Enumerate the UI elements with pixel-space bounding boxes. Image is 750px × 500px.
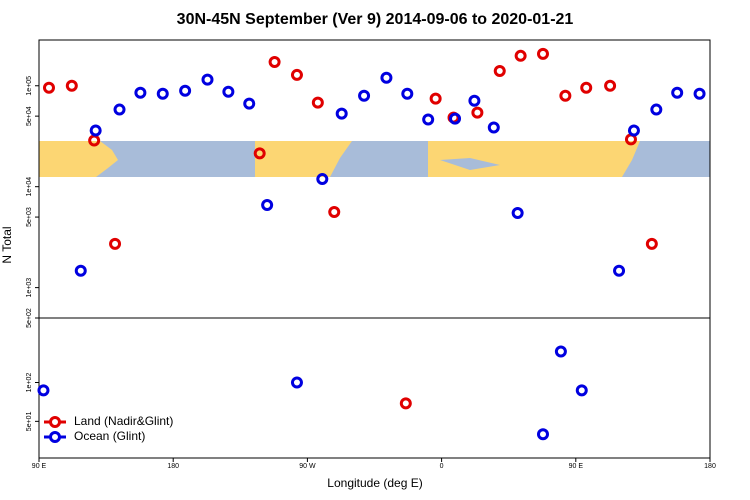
point <box>253 147 266 160</box>
point <box>536 47 549 60</box>
x-tick-label: 90 W <box>299 463 316 470</box>
point <box>399 397 412 410</box>
point <box>89 124 102 137</box>
point <box>74 264 87 277</box>
y-tick-label: 1e+03 <box>26 278 33 298</box>
x-axis-label: Longitude (deg E) <box>327 476 422 490</box>
point <box>429 92 442 105</box>
point <box>358 89 371 102</box>
point <box>511 207 524 220</box>
point <box>222 85 235 98</box>
point <box>559 89 572 102</box>
point <box>88 134 101 147</box>
y-tick-label: 1e+02 <box>26 373 33 393</box>
point <box>261 199 274 212</box>
point <box>487 121 500 134</box>
legend-marker <box>49 431 61 443</box>
map-band <box>39 141 710 177</box>
point <box>134 86 147 99</box>
point <box>536 428 549 441</box>
point <box>37 384 50 397</box>
point <box>471 106 484 119</box>
point <box>290 68 303 81</box>
point <box>42 81 55 94</box>
x-tick-label: 180 <box>167 463 179 470</box>
sea-area <box>440 158 500 170</box>
point <box>380 71 393 84</box>
point <box>493 65 506 78</box>
land-area <box>620 141 640 177</box>
land-area <box>85 141 118 177</box>
x-tick-label: 180 <box>704 463 716 470</box>
legend-marker <box>49 416 61 428</box>
y-tick-label: 1e+04 <box>26 177 33 197</box>
point <box>422 113 435 126</box>
y-axis-label: N Total <box>0 226 14 263</box>
point <box>290 376 303 389</box>
point <box>311 96 324 109</box>
point <box>650 103 663 116</box>
chart-title: 30N-45N September (Ver 9) 2014-09-06 to … <box>177 11 574 28</box>
y-tick-label: 5e+01 <box>26 411 33 431</box>
legend-label: Land (Nadir&Glint) <box>74 414 173 428</box>
point <box>156 87 169 100</box>
y-tick-label: 5e+04 <box>26 106 33 126</box>
plot-frame <box>38 39 711 459</box>
point <box>109 237 122 250</box>
point <box>268 55 281 68</box>
point <box>671 86 684 99</box>
point <box>328 206 341 219</box>
x-tick-label: 0 <box>440 463 444 470</box>
point <box>201 73 214 86</box>
x-tick-label: 90 E <box>569 463 584 470</box>
legend-label: Ocean (Glint) <box>74 429 145 443</box>
x-tick-label: 90 E <box>32 463 47 470</box>
y-tick-label: 1e+05 <box>26 76 33 96</box>
land-area <box>39 141 85 177</box>
point <box>575 384 588 397</box>
point <box>645 237 658 250</box>
point <box>449 112 462 125</box>
land-area <box>330 141 352 177</box>
y-tick-label: 5e+02 <box>26 308 33 328</box>
point <box>604 79 617 92</box>
point <box>580 81 593 94</box>
point <box>316 173 329 186</box>
point <box>627 124 640 137</box>
point <box>179 84 192 97</box>
y-tick-label: 5e+03 <box>26 207 33 227</box>
point <box>65 79 78 92</box>
point <box>113 103 126 116</box>
point <box>613 264 626 277</box>
point <box>401 87 414 100</box>
point <box>468 94 481 107</box>
point <box>514 49 527 62</box>
point <box>554 345 567 358</box>
land-area <box>255 141 330 177</box>
point <box>243 97 256 110</box>
point <box>335 107 348 120</box>
point <box>693 87 706 100</box>
